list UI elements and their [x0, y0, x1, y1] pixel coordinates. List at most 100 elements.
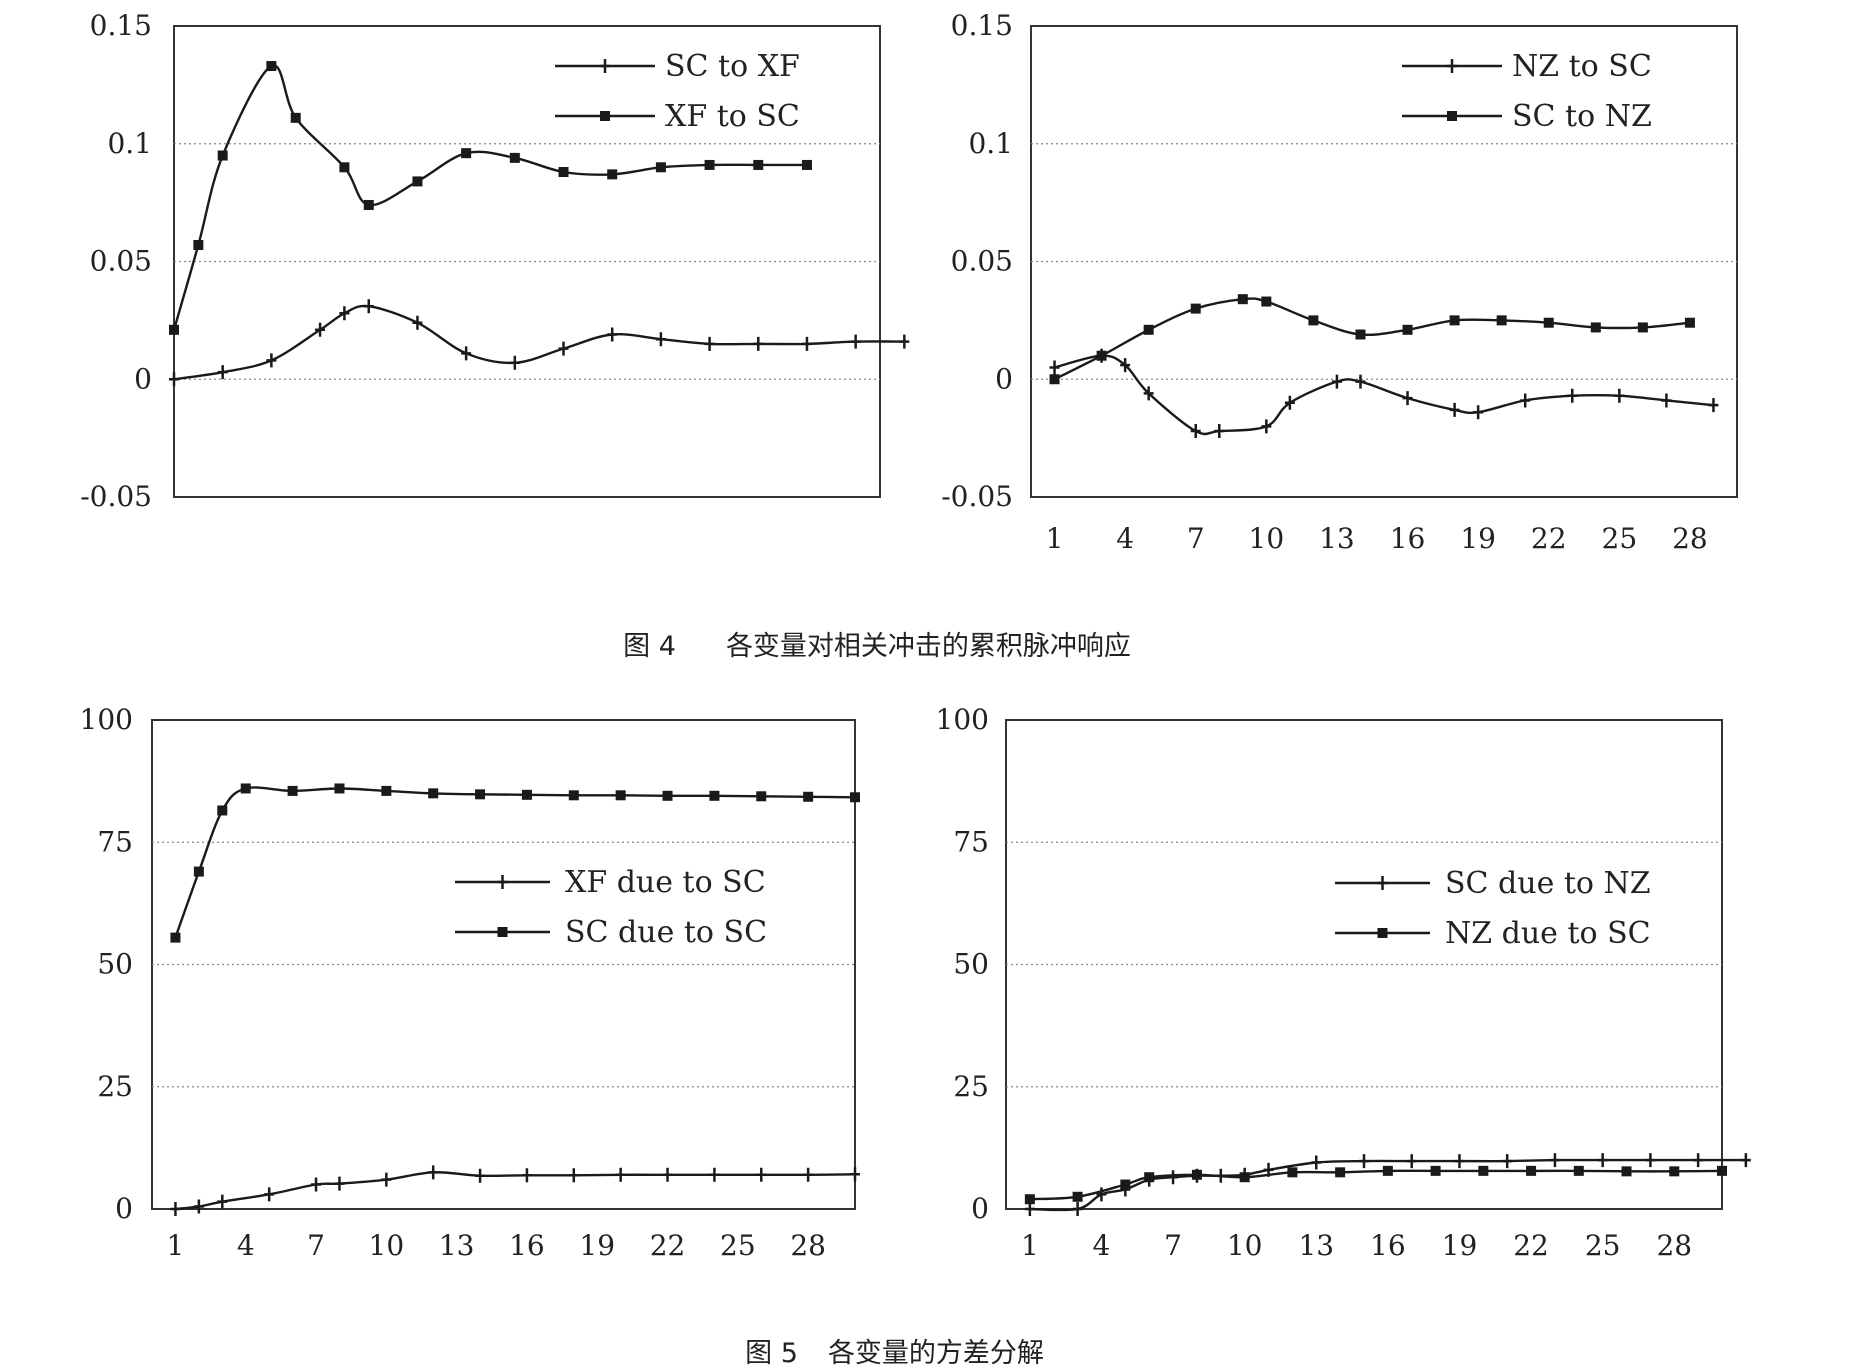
x-tick-label: 4: [1116, 522, 1134, 555]
figure-5-caption: 图 5 各变量的方差分解: [728, 1300, 1044, 1370]
data-point: [756, 791, 767, 802]
data-point: [412, 176, 423, 187]
data-point: [1191, 1169, 1202, 1180]
legend-label: XF to SC: [665, 99, 800, 134]
data-point: [363, 299, 374, 314]
x-tick-label: 7: [1164, 1229, 1182, 1262]
data-point: [850, 792, 860, 803]
data-point: [1717, 1165, 1727, 1176]
series-line: [1029, 1169, 1723, 1201]
series-sc-due-to-nz: [1024, 1153, 1751, 1216]
data-point: [1621, 1166, 1632, 1177]
data-point: [1590, 322, 1601, 333]
figure-5-title: 各变量的方差分解: [827, 1338, 1044, 1369]
data-point: [217, 1194, 228, 1209]
data-point: [1406, 1154, 1417, 1169]
data-point: [475, 789, 486, 800]
data-point: [1567, 388, 1578, 403]
data-point: [655, 162, 666, 173]
data-point: [1287, 1167, 1298, 1178]
data-point: [428, 1165, 439, 1180]
legend-entry: SC to XF: [555, 49, 800, 84]
data-point: [412, 315, 423, 330]
data-point: [1190, 303, 1201, 314]
legend-entry: XF to SC: [555, 99, 800, 134]
x-tick-label: 4: [237, 1229, 255, 1262]
data-point: [1284, 395, 1295, 410]
series-xf-due-to-sc: [170, 1165, 860, 1216]
data-point: [803, 791, 814, 802]
data-point: [1072, 1202, 1083, 1216]
data-point: [1637, 322, 1648, 333]
data-point: [217, 365, 228, 380]
data-point: [1049, 374, 1060, 385]
data-point: [217, 805, 228, 816]
x-tick-label: 13: [1319, 522, 1355, 555]
data-point: [1096, 1187, 1107, 1202]
y-tick-label: 75: [953, 825, 989, 858]
y-tick-label: 0: [995, 362, 1013, 395]
data-point: [1454, 1154, 1465, 1169]
legend-label: SC to NZ: [1512, 99, 1652, 134]
data-point: [334, 783, 345, 794]
y-tick-label: 0: [134, 362, 152, 395]
data-point: [1024, 1202, 1035, 1216]
data-point: [266, 61, 277, 72]
legend-entry: SC due to SC: [455, 915, 767, 950]
y-tick-label: 100: [80, 703, 133, 736]
data-point: [1661, 393, 1672, 408]
data-point: [568, 790, 579, 801]
data-point: [607, 169, 618, 180]
data-point: [850, 334, 861, 349]
data-point: [655, 332, 666, 347]
data-point: [290, 112, 301, 123]
legend-entry: XF due to SC: [455, 865, 766, 900]
x-tick-label: 1: [1021, 1229, 1039, 1262]
data-point: [1645, 1153, 1656, 1168]
data-point: [615, 790, 626, 801]
x-tick-label: 7: [307, 1229, 325, 1262]
legend-label: NZ due to SC: [1445, 916, 1651, 951]
legend-entry: SC to NZ: [1402, 99, 1652, 134]
data-point: [558, 167, 569, 178]
series-line: [1053, 297, 1691, 381]
data-point: [1143, 386, 1154, 401]
y-tick-label: 25: [953, 1070, 989, 1103]
data-point: [1573, 1165, 1584, 1176]
data-point: [217, 150, 228, 161]
y-tick-label: 75: [97, 825, 133, 858]
legend-marker: [600, 59, 610, 73]
legend-marker: [600, 111, 610, 121]
x-tick-label: 22: [650, 1229, 686, 1262]
data-point: [1096, 350, 1107, 361]
data-point: [558, 341, 569, 356]
y-tick-label: 0: [115, 1192, 133, 1225]
plot-frame: [1005, 719, 1723, 1210]
x-tick-label: 16: [1390, 522, 1426, 555]
data-point: [709, 1167, 720, 1182]
data-point: [1308, 315, 1319, 326]
data-point: [170, 932, 181, 943]
legend-marker: [497, 875, 508, 889]
legend-label: SC due to NZ: [1445, 866, 1651, 901]
data-point: [264, 1187, 275, 1202]
x-tick-label: 7: [1187, 522, 1205, 555]
data-point: [521, 789, 532, 800]
data-point: [1473, 405, 1484, 420]
y-tick-label: 0.05: [90, 245, 152, 278]
data-point: [753, 336, 764, 351]
chart-panel-bottom-right: 100 75 50 25 01 4 7 10 13 16 19 22 25 28 SC due to NZ N…: [936, 703, 1751, 1262]
data-point: [1355, 374, 1366, 389]
x-tick-label: 25: [1602, 522, 1638, 555]
x-tick-label: 13: [439, 1229, 475, 1262]
x-tick-label: 16: [1370, 1229, 1406, 1262]
data-point: [662, 790, 673, 801]
y-tick-label: 0.05: [951, 245, 1013, 278]
data-point: [1684, 317, 1695, 328]
y-tick-label: -0.05: [941, 480, 1013, 513]
legend-label: XF due to SC: [565, 865, 766, 900]
data-point: [615, 1167, 626, 1182]
data-point: [428, 788, 439, 799]
data-point: [1708, 398, 1719, 413]
